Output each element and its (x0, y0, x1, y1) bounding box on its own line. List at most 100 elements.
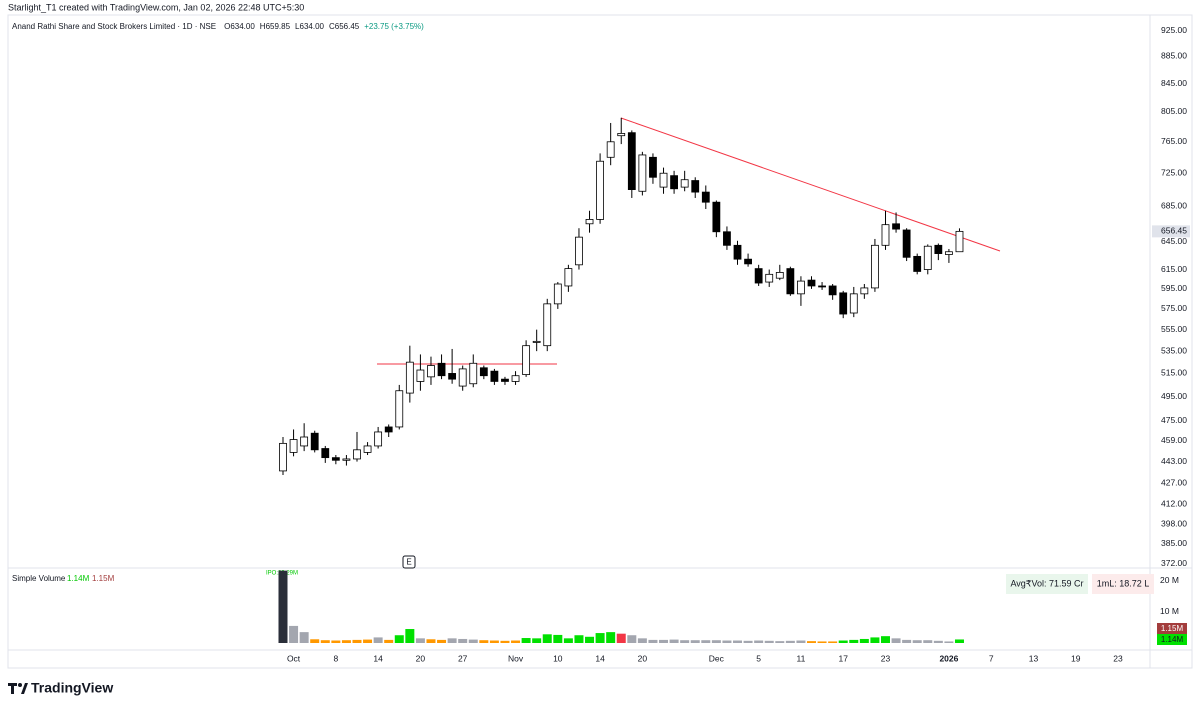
candle-body (321, 448, 330, 459)
x-tick-label: 5 (756, 653, 761, 663)
volume-bar (954, 639, 964, 643)
y-tick-label: 385.00 (1161, 538, 1187, 548)
frame (7, 14, 1193, 669)
change-label: +23.75 (+3.75%) (364, 22, 424, 31)
candle-body (416, 369, 425, 382)
candle-body (871, 244, 879, 289)
candle-body (649, 156, 657, 178)
volume-bar (500, 640, 510, 643)
candle-body (934, 244, 943, 254)
y-tick-label: 495.00 (1161, 391, 1187, 401)
volume-bar (468, 639, 478, 643)
volume-bar (363, 639, 373, 643)
volume-legend-value: 1.14M (67, 574, 90, 583)
volume-legend-name: Simple Volume (12, 574, 66, 583)
candle-body (860, 287, 869, 295)
candle-body (511, 375, 520, 382)
y-tick-label: 535.00 (1161, 345, 1187, 355)
y-tick-label: 615.00 (1161, 264, 1187, 274)
x-tick-label: 20 (638, 653, 648, 663)
y-tick-label: 475.00 (1161, 415, 1187, 425)
candle-body (923, 245, 932, 270)
x-tick-label: 11 (797, 653, 806, 663)
ma-axis-label: 1.15M (1161, 624, 1184, 633)
volume-bar (352, 639, 362, 643)
candle-body (384, 426, 393, 433)
candle-body (522, 345, 531, 375)
volume-bar (373, 637, 383, 643)
brand-name: TradingView (31, 680, 113, 696)
logo-part (21, 683, 28, 694)
y-tick-label: 645.00 (1161, 236, 1187, 246)
candle-body (448, 373, 457, 380)
candle-body (839, 292, 848, 315)
x-tick-label: 2026 (939, 653, 958, 663)
volume-bar (532, 638, 542, 643)
y-tick-label: 725.00 (1161, 167, 1187, 177)
candle-body (553, 283, 562, 305)
candle-body (797, 280, 805, 295)
candle-body (575, 236, 583, 266)
volume-bar (648, 639, 658, 643)
candle-body (765, 273, 774, 283)
volume-bar (437, 639, 447, 643)
volume-bar (775, 641, 785, 643)
candle-body (363, 445, 372, 453)
x-tick-label: 23 (1113, 653, 1123, 663)
last-price-label: 656.45 (1161, 226, 1187, 236)
candle-body (353, 449, 361, 460)
candle-body (701, 191, 710, 203)
volume-bar (902, 639, 912, 643)
volume-bar (574, 635, 584, 643)
x-tick-label: 14 (373, 653, 383, 663)
last-price-badge (1152, 225, 1190, 238)
x-tick-label: 10 (553, 653, 563, 663)
candle-body (606, 141, 615, 158)
candle-body (945, 251, 953, 255)
x-tick-label: 7 (989, 653, 994, 663)
x-tick-label: 8 (333, 653, 338, 663)
volume-bar (669, 639, 679, 643)
candle-body (892, 223, 900, 230)
candle-body (279, 442, 287, 472)
x-tick-label: 13 (1029, 653, 1039, 663)
volume-bar (680, 640, 690, 643)
y-tick-label: 805.00 (1161, 106, 1187, 116)
volume-bar (923, 640, 933, 643)
candle-body (395, 390, 404, 428)
volume-bar (817, 641, 827, 643)
y-tick-label: 765.00 (1161, 136, 1187, 146)
candle-body (828, 285, 837, 296)
candle-body (733, 244, 742, 260)
avg-vol-box (1006, 574, 1088, 594)
volume-bar (933, 640, 943, 643)
volume-bar (447, 638, 457, 643)
logo-part (18, 683, 22, 687)
candle-body (458, 368, 467, 387)
x-tick-label: 20 (416, 653, 426, 663)
ma-axis-badge (1157, 623, 1187, 634)
volume-bar (659, 639, 669, 643)
volume-bar (754, 640, 764, 643)
x-tick-label: Oct (287, 653, 301, 663)
logo-part (11, 683, 14, 694)
candle-body (744, 258, 752, 265)
volume-bar (426, 639, 436, 643)
candle-body (691, 180, 700, 193)
y-tick-label: 885.00 (1161, 51, 1187, 61)
candle-body (659, 172, 668, 188)
y-tick-label: 515.00 (1161, 368, 1187, 378)
volume-bar (511, 640, 521, 643)
x-tick-label: 17 (838, 653, 848, 663)
earnings-label[interactable]: E (406, 558, 411, 567)
earnings-badge[interactable] (402, 555, 416, 569)
volume-bar (880, 636, 890, 643)
trendline (620, 117, 1001, 252)
candle-body (627, 132, 636, 191)
candle-body (670, 175, 678, 190)
volume-bar (331, 640, 341, 643)
ohlc-label: O634.00 (224, 22, 255, 31)
volume-bar (870, 637, 880, 643)
candle-body (585, 219, 594, 225)
